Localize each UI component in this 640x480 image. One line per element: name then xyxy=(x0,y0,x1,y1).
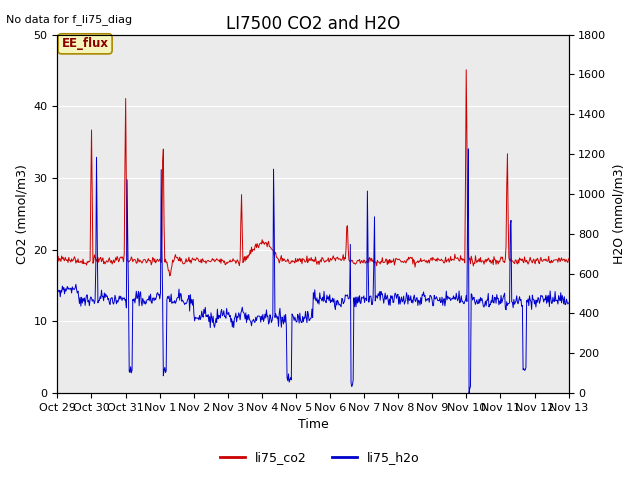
Text: EE_flux: EE_flux xyxy=(61,37,109,50)
Text: No data for f_li75_diag: No data for f_li75_diag xyxy=(6,14,132,25)
Y-axis label: CO2 (mmol/m3): CO2 (mmol/m3) xyxy=(15,164,28,264)
X-axis label: Time: Time xyxy=(298,419,328,432)
Title: LI7500 CO2 and H2O: LI7500 CO2 and H2O xyxy=(226,15,400,33)
Legend: li75_co2, li75_h2o: li75_co2, li75_h2o xyxy=(215,446,425,469)
Y-axis label: H2O (mmol/m3): H2O (mmol/m3) xyxy=(612,164,625,264)
